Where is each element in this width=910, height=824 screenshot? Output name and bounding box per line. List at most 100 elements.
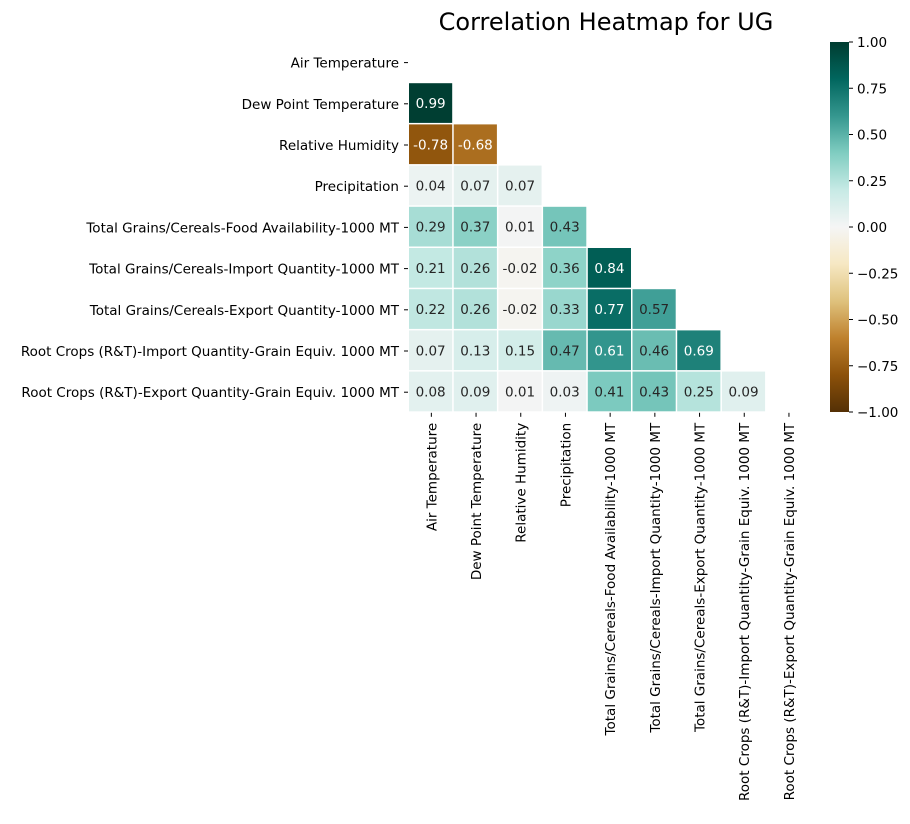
colorbar-tick-label: 0.25 bbox=[857, 174, 887, 190]
heatmap-cell bbox=[409, 124, 453, 165]
column-tick-label: Total Grains/Cereals-Food Availability-1… bbox=[603, 422, 619, 736]
heatmap-cell bbox=[409, 165, 453, 206]
heatmap-cell bbox=[587, 289, 631, 329]
column-tick-label: Dew Point Temperature bbox=[469, 423, 485, 580]
cell-value-label: -0.68 bbox=[458, 137, 493, 153]
cell-value-label: 0.25 bbox=[684, 384, 714, 400]
heatmap-cell bbox=[453, 371, 497, 412]
heatmap-cell bbox=[498, 248, 542, 288]
row-tick-label: Total Grains/Cereals-Export Quantity-100… bbox=[89, 303, 400, 319]
column-tick-label: Total Grains/Cereals-Import Quantity-100… bbox=[648, 422, 664, 734]
cell-value-label: -0.02 bbox=[503, 302, 538, 318]
colorbar-tick-label: 0.00 bbox=[857, 220, 887, 236]
heatmap-cell bbox=[587, 371, 631, 412]
heatmap-cell bbox=[721, 371, 766, 412]
heatmap-cell bbox=[632, 289, 676, 329]
heatmap-cell bbox=[632, 371, 676, 412]
column-tick-label: Precipitation bbox=[558, 423, 574, 507]
heatmap-cell bbox=[677, 371, 721, 412]
cell-value-label: 0.09 bbox=[460, 384, 490, 400]
cell-value-label: 0.57 bbox=[639, 302, 669, 318]
heatmap-cell bbox=[587, 248, 631, 288]
cell-value-label: 0.29 bbox=[416, 220, 446, 236]
heatmap-cell bbox=[409, 289, 453, 329]
cell-value-label: 0.33 bbox=[550, 302, 580, 318]
colorbar-tick-label: −0.75 bbox=[857, 359, 898, 375]
column-tick-label: Root Crops (R&T)-Import Quantity-Grain E… bbox=[737, 422, 753, 801]
cell-value-label: 0.46 bbox=[639, 343, 669, 359]
cell-value-label: 0.43 bbox=[639, 384, 669, 400]
cell-value-label: 0.84 bbox=[594, 261, 624, 277]
row-tick-label: Precipitation bbox=[315, 179, 399, 195]
colorbar-tick-label: −0.50 bbox=[857, 313, 898, 329]
heatmap-cell bbox=[453, 330, 497, 371]
heatmap-cell bbox=[498, 371, 542, 412]
row-tick-label: Root Crops (R&T)-Import Quantity-Grain E… bbox=[21, 344, 400, 360]
heatmap-cells bbox=[409, 83, 766, 412]
heatmap-cell bbox=[498, 289, 542, 329]
heatmap-cell bbox=[409, 371, 453, 412]
cell-value-label: 0.37 bbox=[460, 220, 490, 236]
row-tick-label: Relative Humidity bbox=[279, 138, 399, 154]
column-tick-label: Total Grains/Cereals-Export Quantity-100… bbox=[693, 422, 709, 733]
heatmap-cell bbox=[677, 330, 721, 371]
heatmap-cell bbox=[409, 248, 453, 288]
cell-value-label: 0.61 bbox=[594, 343, 624, 359]
heatmap-cell bbox=[498, 206, 542, 247]
cell-value-label: 0.07 bbox=[505, 178, 535, 194]
colorbar-gradient bbox=[830, 42, 849, 412]
heatmap-cell bbox=[453, 165, 497, 206]
row-tick-label: Air Temperature bbox=[291, 56, 399, 72]
colorbar-tick-label: 0.50 bbox=[857, 128, 887, 144]
cell-value-label: 0.99 bbox=[416, 96, 446, 112]
cell-value-label: 0.01 bbox=[505, 220, 535, 236]
heatmap-cell bbox=[453, 124, 497, 165]
column-tick-label: Relative Humidity bbox=[514, 423, 530, 543]
cell-value-label: 0.43 bbox=[550, 220, 580, 236]
row-tick-label: Total Grains/Cereals-Import Quantity-100… bbox=[88, 262, 400, 278]
row-tick-label: Dew Point Temperature bbox=[242, 97, 399, 113]
colorbar-tick-label: −1.00 bbox=[857, 405, 898, 421]
cell-value-label: 0.69 bbox=[684, 343, 714, 359]
heatmap-cell bbox=[543, 206, 587, 247]
cell-value-label: 0.07 bbox=[416, 343, 446, 359]
colorbar-tick-label: −0.25 bbox=[857, 266, 898, 282]
heatmap-cell bbox=[409, 330, 453, 371]
heatmap-cell bbox=[453, 289, 497, 329]
heatmap-cell bbox=[587, 330, 631, 371]
heatmap-cell bbox=[632, 330, 676, 371]
heatmap-cell bbox=[543, 289, 587, 329]
cell-value-label: 0.77 bbox=[594, 302, 624, 318]
cell-value-label: 0.26 bbox=[460, 302, 490, 318]
cell-value-label: -0.02 bbox=[503, 261, 538, 277]
row-tick-label: Root Crops (R&T)-Export Quantity-Grain E… bbox=[21, 385, 399, 401]
cell-value-label: 0.01 bbox=[505, 384, 535, 400]
colorbar-tick-label: 1.00 bbox=[857, 35, 887, 51]
cell-value-label: 0.21 bbox=[416, 261, 446, 277]
cell-value-label: 0.36 bbox=[550, 261, 580, 277]
column-tick-label: Air Temperature bbox=[424, 423, 440, 531]
column-tick-label: Root Crops (R&T)-Export Quantity-Grain E… bbox=[782, 422, 798, 800]
heatmap-cell bbox=[453, 248, 497, 288]
heatmap-cell bbox=[543, 330, 587, 371]
heatmap-cell bbox=[498, 165, 542, 206]
cell-value-label: 0.22 bbox=[416, 302, 446, 318]
heatmap-cell bbox=[409, 83, 453, 123]
cell-value-label: 0.47 bbox=[550, 343, 580, 359]
cell-value-label: 0.15 bbox=[505, 343, 535, 359]
column-tick-labels: Air Temperature Dew Point Temperature Rela… bbox=[424, 412, 798, 801]
heatmap-cell bbox=[453, 206, 497, 247]
colorbar-tick-label: 0.75 bbox=[857, 81, 887, 97]
cell-value-label: 0.26 bbox=[460, 261, 490, 277]
cell-value-label: 0.03 bbox=[550, 384, 580, 400]
cell-value-label: 0.04 bbox=[416, 178, 446, 194]
cell-value-label: -0.78 bbox=[413, 137, 448, 153]
heatmap-cell bbox=[498, 330, 542, 371]
heatmap-annotations: 0.99 -0.78 -0.68 0.04 0.07 0.07 0.29 0.37 0.01 0.… bbox=[413, 96, 758, 400]
cell-value-label: 0.08 bbox=[416, 384, 446, 400]
row-tick-label: Total Grains/Cereals-Food Availability-1… bbox=[85, 220, 399, 236]
cell-value-label: 0.41 bbox=[594, 384, 624, 400]
cell-value-label: 0.09 bbox=[728, 384, 758, 400]
